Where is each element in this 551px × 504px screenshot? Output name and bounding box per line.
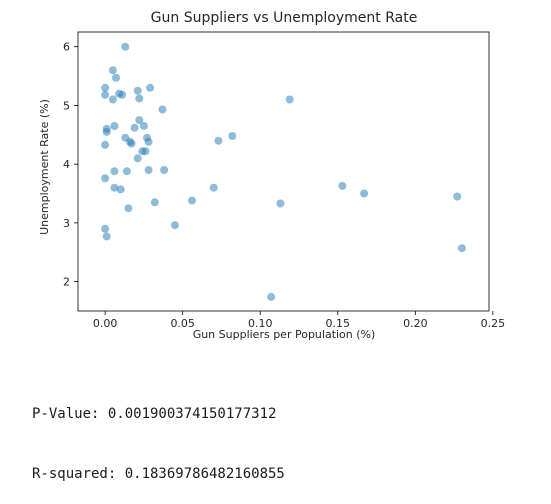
data-point — [160, 166, 169, 174]
data-point — [188, 196, 196, 205]
data-point — [144, 166, 153, 174]
data-point — [110, 122, 119, 130]
stats-output: P-Value: 0.001900374150177312 R-squared:… — [32, 364, 285, 504]
data-point — [127, 139, 136, 148]
p-value-text: P-Value: 0.001900374150177312 — [32, 406, 277, 422]
data-point — [130, 123, 139, 132]
points-layer — [101, 42, 466, 301]
data-point — [214, 136, 223, 145]
r-squared-text: R-squared: 0.18369786482160855 — [32, 466, 285, 482]
x-tick-label: 0.10 — [248, 317, 273, 330]
data-point — [457, 244, 466, 253]
data-point — [124, 204, 133, 213]
data-point — [150, 198, 159, 207]
data-point — [115, 89, 124, 98]
data-point — [112, 73, 120, 82]
y-axis-ticks: 2 3 4 5 6 — [63, 41, 78, 289]
data-point — [453, 192, 462, 201]
data-point — [135, 94, 144, 103]
data-point — [276, 199, 285, 208]
data-point — [139, 122, 148, 130]
data-point — [110, 183, 119, 192]
data-point — [267, 292, 276, 301]
data-point — [102, 127, 111, 136]
data-point — [101, 90, 110, 99]
x-tick-label: 0.05 — [170, 317, 195, 330]
data-point — [101, 224, 110, 233]
x-axis-ticks: 0.00 0.05 0.10 0.15 0.20 0.25 — [93, 311, 505, 330]
data-point — [209, 183, 218, 192]
data-point — [108, 66, 117, 75]
chart-title: Gun Suppliers vs Unemployment Rate — [151, 10, 418, 26]
data-point — [121, 42, 130, 51]
data-point — [285, 95, 294, 104]
y-tick-label: 5 — [63, 99, 70, 112]
data-point — [360, 189, 369, 198]
y-tick-label: 6 — [63, 41, 70, 54]
data-point — [101, 174, 110, 183]
data-point — [146, 83, 155, 92]
data-point — [101, 83, 110, 92]
data-point — [141, 147, 150, 156]
x-tick-label: 0.15 — [326, 317, 351, 330]
y-tick-label: 4 — [63, 158, 70, 171]
data-point — [133, 154, 142, 163]
data-point — [108, 95, 117, 104]
data-point — [144, 137, 153, 146]
data-point — [133, 86, 142, 95]
data-point — [110, 167, 119, 176]
x-tick-label: 0.20 — [403, 317, 428, 330]
data-point — [102, 232, 111, 241]
scatter-chart: Gun Suppliers vs Unemployment Rate 0.00 0… — [38, 10, 505, 341]
y-axis-label: Unemployment Rate (%) — [38, 99, 51, 235]
data-point — [101, 140, 110, 149]
x-tick-label: 0.25 — [481, 317, 506, 330]
data-point — [338, 181, 347, 190]
data-point — [122, 167, 131, 176]
data-point — [228, 132, 237, 140]
data-point — [135, 116, 144, 125]
data-point — [170, 221, 179, 230]
data-point — [116, 185, 125, 194]
y-tick-label: 2 — [63, 276, 70, 289]
x-tick-label: 0.00 — [93, 317, 118, 330]
plot-frame — [77, 31, 490, 312]
y-tick-label: 3 — [63, 217, 70, 230]
data-point — [158, 105, 167, 114]
x-axis-label: Gun Suppliers per Population (%) — [193, 328, 376, 341]
